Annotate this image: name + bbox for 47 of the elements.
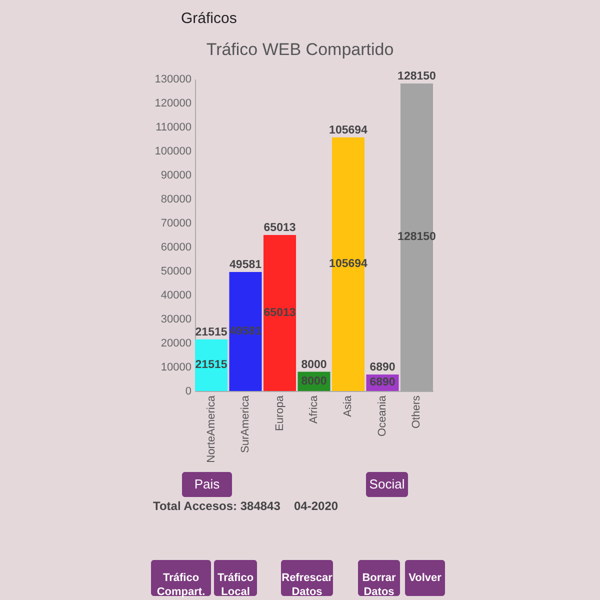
- text: Pais: [194, 476, 220, 492]
- y-tick-label: 110000: [156, 122, 192, 134]
- text: Refrescar Datos: [282, 572, 334, 598]
- y-tick-label: 130000: [154, 74, 192, 86]
- y-tick-label: 90000: [160, 170, 192, 182]
- text: Tráfico Local: [217, 572, 254, 598]
- bar: [263, 234, 296, 391]
- x-tick-label: Africa: [308, 394, 320, 424]
- text: Borrar Datos: [362, 572, 397, 598]
- y-tick-label: 70000: [160, 218, 192, 230]
- annotation: 6890: [370, 361, 396, 374]
- text: Volver: [408, 572, 442, 584]
- x-tick-label: NorteAmerica: [205, 394, 218, 463]
- text: 04-2020: [294, 499, 338, 513]
- data-label: 65013: [264, 222, 296, 234]
- data-label: 6890: [370, 376, 396, 389]
- annotation: 21515: [195, 359, 228, 372]
- data-label: 105694: [329, 124, 368, 136]
- data-label: 49581: [230, 259, 262, 272]
- y-tick-label: 60000: [160, 242, 192, 254]
- x-tick-label: SurAmerica: [240, 394, 252, 453]
- chart-title: Tráfico WEB Compartido: [206, 40, 394, 59]
- y-tick-label: 20000: [160, 338, 192, 350]
- x-tick-label: Others: [410, 395, 423, 429]
- x-tick-label: Oceania: [376, 394, 388, 436]
- bar: [229, 272, 262, 391]
- text: Social: [369, 476, 405, 492]
- y-tick-label: 40000: [160, 290, 192, 302]
- annotation: 49581: [230, 326, 262, 338]
- y-tick-label: 50000: [160, 266, 192, 278]
- y-tick-label: 30000: [160, 314, 192, 326]
- y-tick-label: 80000: [160, 194, 192, 206]
- text: Tráfico Compart.: [156, 572, 206, 598]
- y-tick-label: 120000: [154, 98, 192, 110]
- annotation: 65013: [264, 306, 296, 319]
- text: Total Accesos: 384843: [153, 499, 281, 513]
- x-tick-label: Asia: [342, 394, 354, 417]
- annotation: 8000: [301, 358, 327, 371]
- text: Gráficos: [181, 10, 237, 27]
- y-tick-label: 0: [185, 386, 192, 398]
- bar: [195, 339, 228, 391]
- data-label: 21515: [195, 326, 228, 338]
- data-label: 128150: [398, 70, 436, 82]
- y-tick-label: 100000: [154, 146, 192, 158]
- data-label: 8000: [301, 375, 327, 388]
- y-tick-label: 10000: [160, 362, 192, 374]
- x-tick-label: Europa: [274, 394, 286, 431]
